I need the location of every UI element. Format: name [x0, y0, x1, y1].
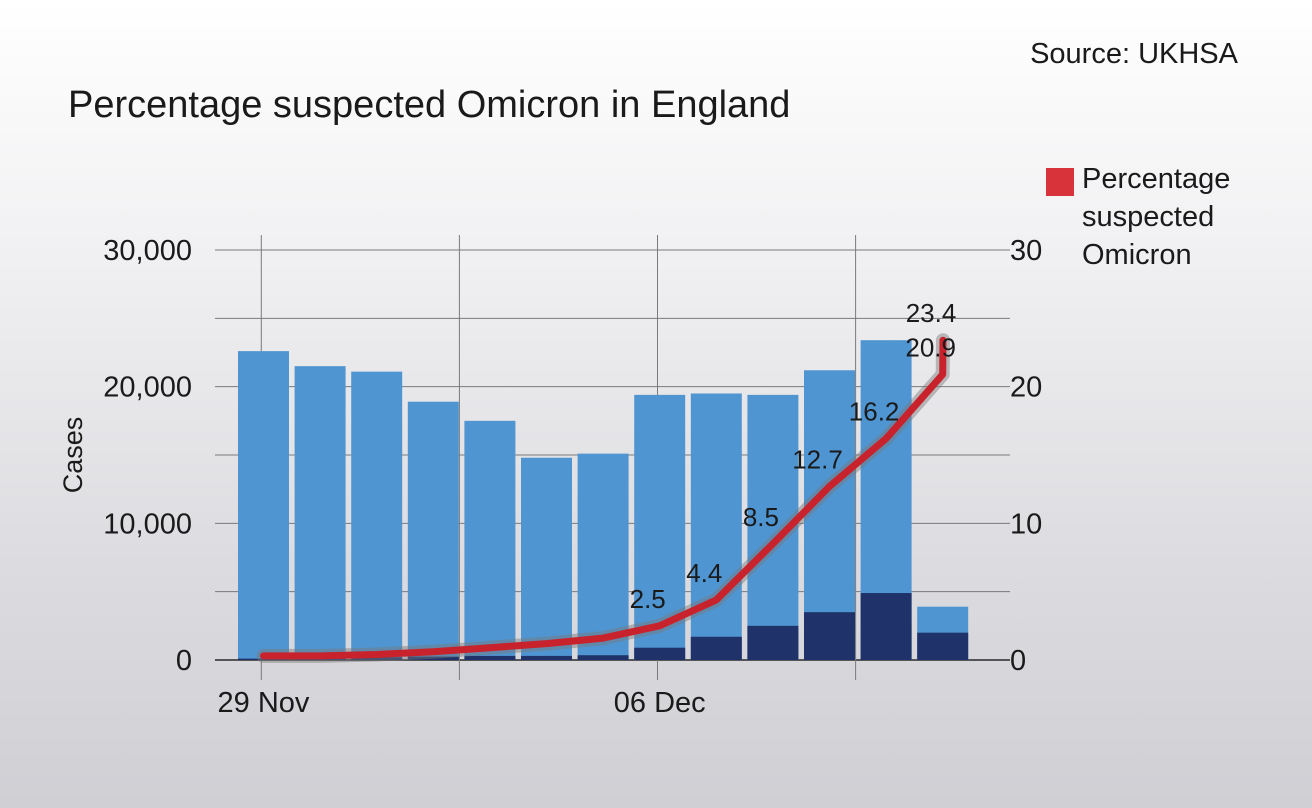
y-tick-label: 30,000 [103, 235, 192, 267]
bar-total-cases [351, 371, 403, 660]
bar-total-cases [464, 420, 516, 660]
bar-total-cases [577, 453, 629, 660]
bar-total-cases [804, 370, 855, 660]
labels: 2.5 4.4 8.5 12.716.2 20.9 23.4 0 10,000 20,000 30… [58, 235, 1042, 719]
percentage-line [256, 333, 950, 663]
bar-omicron-cases [804, 612, 855, 660]
data-label: 2.5 [630, 584, 666, 614]
data-label: 4.4 [686, 558, 722, 588]
y-axis-label: Cases [58, 417, 88, 494]
data-label: 12.7 [792, 444, 843, 474]
bar-omicron-cases [521, 655, 572, 660]
bar-omicron-cases [577, 655, 629, 660]
bar-omicron-cases [634, 647, 686, 660]
percentage-line-series [260, 336, 947, 660]
x-tick-label: 06 Dec [614, 687, 706, 719]
bar-total-cases [294, 366, 346, 660]
y2-tick-label: 10 [1010, 508, 1042, 540]
y2-tick-label: 20 [1010, 372, 1042, 404]
legend-swatch-percentage [1046, 168, 1074, 196]
data-label: 16.2 [849, 397, 900, 427]
bar-total-cases [238, 351, 289, 660]
bar-omicron-cases [407, 656, 459, 660]
bar-total-cases [521, 457, 572, 660]
legend-label-percentage: Percentage suspected Omicron [1082, 163, 1231, 271]
bar-omicron-cases [860, 593, 912, 660]
y-tick-label: 10,000 [103, 508, 192, 540]
y2-tick-label: 30 [1010, 235, 1042, 267]
bar-omicron-cases [690, 636, 742, 660]
bar-omicron-cases [351, 657, 403, 660]
chart-title: Percentage suspected Omicron in England [68, 84, 791, 126]
bar-total-cases [407, 401, 459, 660]
bar-omicron-cases [917, 632, 969, 660]
bars [238, 340, 969, 660]
y-tick-label: 0 [176, 645, 192, 677]
bar-omicron-cases [747, 625, 799, 660]
data-label: 23.4 [906, 298, 957, 328]
y-tick-label: 20,000 [103, 372, 192, 404]
source-note: Source: UKHSA [1030, 38, 1238, 70]
data-label: 20.9 [905, 332, 956, 362]
y2-tick-label: 0 [1010, 645, 1026, 677]
bar-total-cases [690, 393, 742, 660]
x-tick-label: 29 Nov [218, 687, 310, 719]
data-label: 8.5 [743, 502, 779, 532]
bar-omicron-cases [464, 655, 516, 660]
